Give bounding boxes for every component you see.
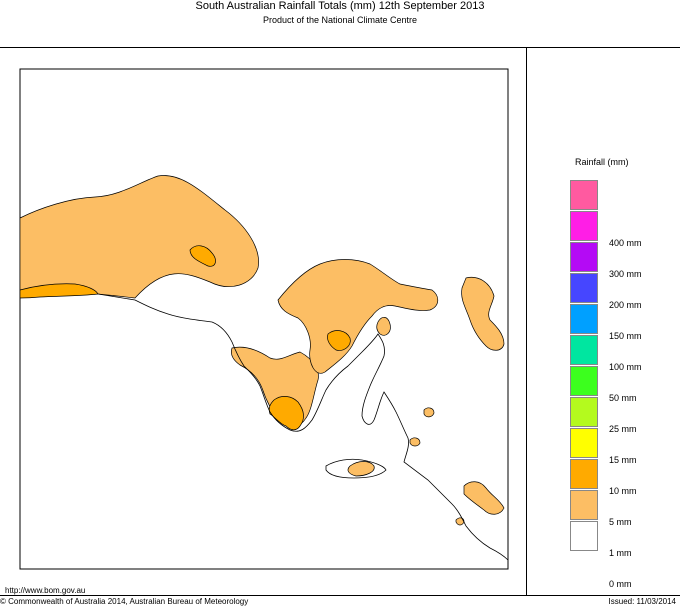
issued-date: Issued: 11/03/2014 [608, 597, 676, 606]
rain-core-north [189, 245, 216, 267]
legend-label: 25 mm [609, 424, 637, 434]
rain-core-west-coast [19, 283, 99, 299]
legend-label: 100 mm [609, 362, 642, 372]
rainfall-map [0, 47, 526, 596]
rain-core-eyre-tip [268, 396, 304, 431]
rain-area-gulf-islet [376, 317, 391, 336]
legend-label: 1 mm [609, 548, 632, 558]
legend-label: 400 mm [609, 238, 642, 248]
legend-label: 15 mm [609, 455, 637, 465]
legend-swatch [570, 521, 598, 551]
legend-label: 0 mm [609, 579, 632, 589]
legend-swatch [570, 242, 598, 272]
legend-label: 300 mm [609, 269, 642, 279]
coastline [97, 293, 509, 561]
legend-title: Rainfall (mm) [575, 157, 629, 167]
rain-area-southeast-dot [455, 517, 465, 526]
map-canvas [19, 68, 509, 570]
legend-swatch [570, 304, 598, 334]
copyright-text: © Commonwealth of Australia 2014, Austra… [0, 597, 249, 606]
map-bounds [19, 68, 509, 570]
rain-core-central [327, 330, 351, 351]
rain-area-east-small [423, 407, 435, 418]
legend-label: 150 mm [609, 331, 642, 341]
kangaroo-island-coast [325, 458, 387, 479]
legend-swatch [570, 459, 598, 489]
legend-swatch [570, 428, 598, 458]
legend-swatch [570, 397, 598, 427]
legend-swatch [570, 366, 598, 396]
legend-swatch [570, 273, 598, 303]
rain-area-west [19, 175, 259, 299]
legend-label: 5 mm [609, 517, 632, 527]
legend-label: 50 mm [609, 393, 637, 403]
legend-swatch [570, 552, 598, 582]
map-frame [0, 47, 680, 596]
rain-area-southeast [463, 481, 505, 515]
legend-swatch [570, 211, 598, 241]
map-subtitle: Product of the National Climate Centre [262, 15, 418, 25]
rain-area-kangaroo-island [347, 461, 375, 477]
source-url[interactable]: http://www.bom.gov.au [5, 586, 86, 595]
legend-divider [526, 47, 527, 596]
legend-swatch [570, 490, 598, 520]
map-title: South Australian Rainfall Totals (mm) 12… [195, 0, 485, 12]
legend-swatch [570, 180, 598, 210]
rain-area-fleurieu [409, 437, 421, 447]
rain-area-central [277, 259, 439, 374]
legend-label: 10 mm [609, 486, 637, 496]
rain-area-northeast [461, 276, 505, 351]
legend-label: 200 mm [609, 300, 642, 310]
legend-swatch [570, 335, 598, 365]
